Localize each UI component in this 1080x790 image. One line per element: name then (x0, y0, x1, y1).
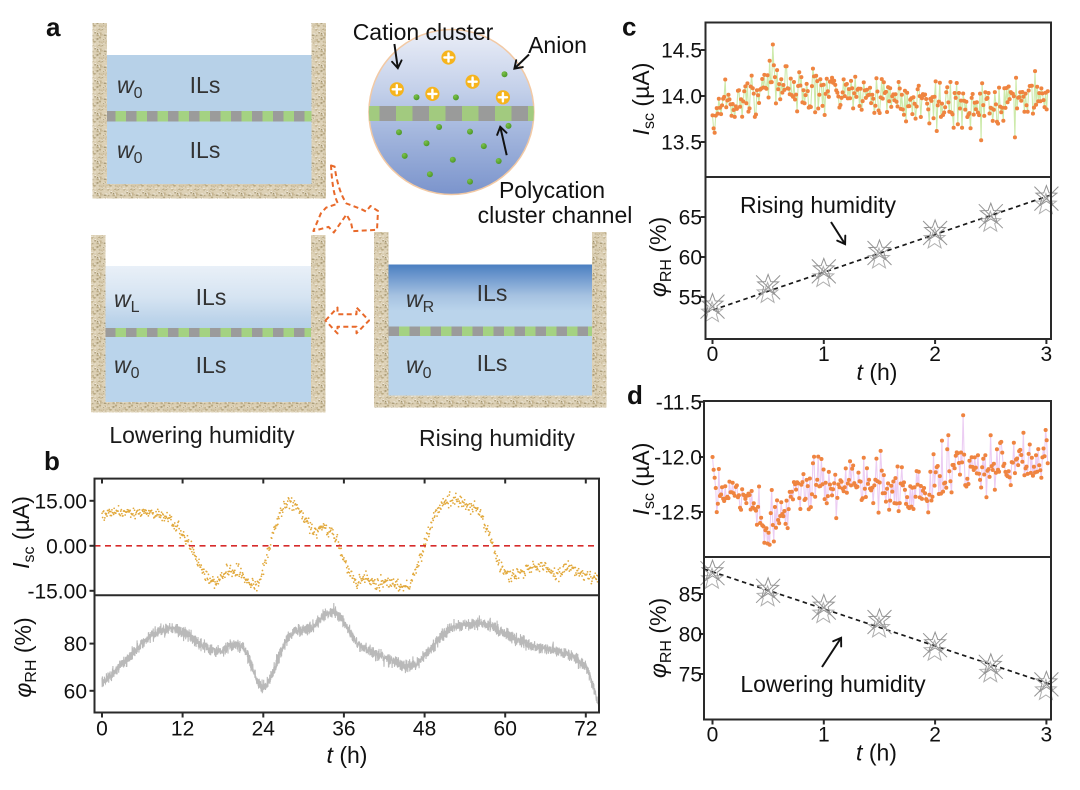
svg-text:75: 75 (679, 664, 702, 687)
svg-text:65: 65 (679, 207, 702, 230)
svg-text:cluster channel: cluster channel (478, 202, 633, 228)
svg-text:Rising humidity: Rising humidity (740, 192, 896, 218)
svg-text:-11.5: -11.5 (656, 391, 702, 414)
svg-text:80: 80 (679, 624, 702, 647)
svg-text:Isc (µA): Isc (µA) (628, 443, 658, 516)
svg-text:48: 48 (413, 718, 436, 741)
svg-text:60: 60 (679, 247, 702, 270)
svg-text:-12.5: -12.5 (654, 502, 702, 525)
svg-text:Isc (µA): Isc (µA) (8, 496, 38, 569)
svg-text:t (h): t (h) (856, 740, 897, 766)
svg-text:2: 2 (929, 343, 941, 366)
svg-text:60: 60 (494, 718, 517, 741)
svg-text:φRH (%): φRH (%) (645, 598, 675, 678)
svg-text:ILs: ILs (190, 72, 221, 98)
svg-text:3: 3 (1041, 343, 1053, 366)
svg-text:0: 0 (96, 718, 108, 741)
svg-text:Polycation: Polycation (499, 177, 605, 203)
svg-text:t (h): t (h) (327, 742, 368, 768)
svg-text:Cation cluster: Cation cluster (353, 19, 494, 45)
svg-text:c: c (622, 12, 636, 42)
svg-text:a: a (46, 12, 61, 42)
svg-text:ILs: ILs (196, 352, 227, 378)
svg-text:1: 1 (818, 724, 830, 747)
svg-text:85: 85 (679, 584, 702, 607)
svg-text:3: 3 (1041, 724, 1053, 747)
svg-text:ILs: ILs (196, 284, 227, 310)
svg-text:b: b (44, 446, 60, 476)
svg-text:13.5: 13.5 (661, 132, 702, 155)
svg-text:Lowering humidity: Lowering humidity (740, 671, 926, 697)
svg-text:72: 72 (574, 718, 597, 741)
svg-text:Anion: Anion (528, 32, 587, 58)
svg-text:24: 24 (252, 718, 276, 741)
svg-text:-12.0: -12.0 (654, 447, 702, 470)
svg-text:0.00: 0.00 (46, 535, 87, 558)
svg-text:12: 12 (171, 718, 194, 741)
svg-text:Isc (µA): Isc (µA) (628, 63, 658, 136)
svg-text:14.0: 14.0 (661, 86, 702, 109)
svg-text:60: 60 (64, 680, 87, 703)
svg-text:2: 2 (929, 724, 941, 747)
svg-text:ILs: ILs (190, 137, 221, 163)
svg-text:0: 0 (707, 343, 719, 366)
svg-text:14.5: 14.5 (661, 40, 702, 63)
svg-text:Rising humidity: Rising humidity (419, 425, 575, 451)
svg-text:d: d (627, 380, 643, 410)
svg-text:36: 36 (332, 718, 355, 741)
svg-text:80: 80 (64, 633, 87, 656)
svg-text:-15.00: -15.00 (27, 580, 87, 603)
svg-text:0: 0 (707, 724, 719, 747)
svg-text:t (h): t (h) (857, 359, 898, 385)
svg-text:1: 1 (818, 343, 830, 366)
svg-text:φRH (%): φRH (%) (10, 617, 40, 697)
svg-text:ILs: ILs (477, 350, 508, 376)
svg-text:Lowering humidity: Lowering humidity (109, 422, 295, 448)
svg-text:55: 55 (679, 287, 702, 310)
svg-text:15.00: 15.00 (34, 490, 87, 513)
svg-text:φRH (%): φRH (%) (645, 217, 675, 297)
svg-text:ILs: ILs (477, 280, 508, 306)
